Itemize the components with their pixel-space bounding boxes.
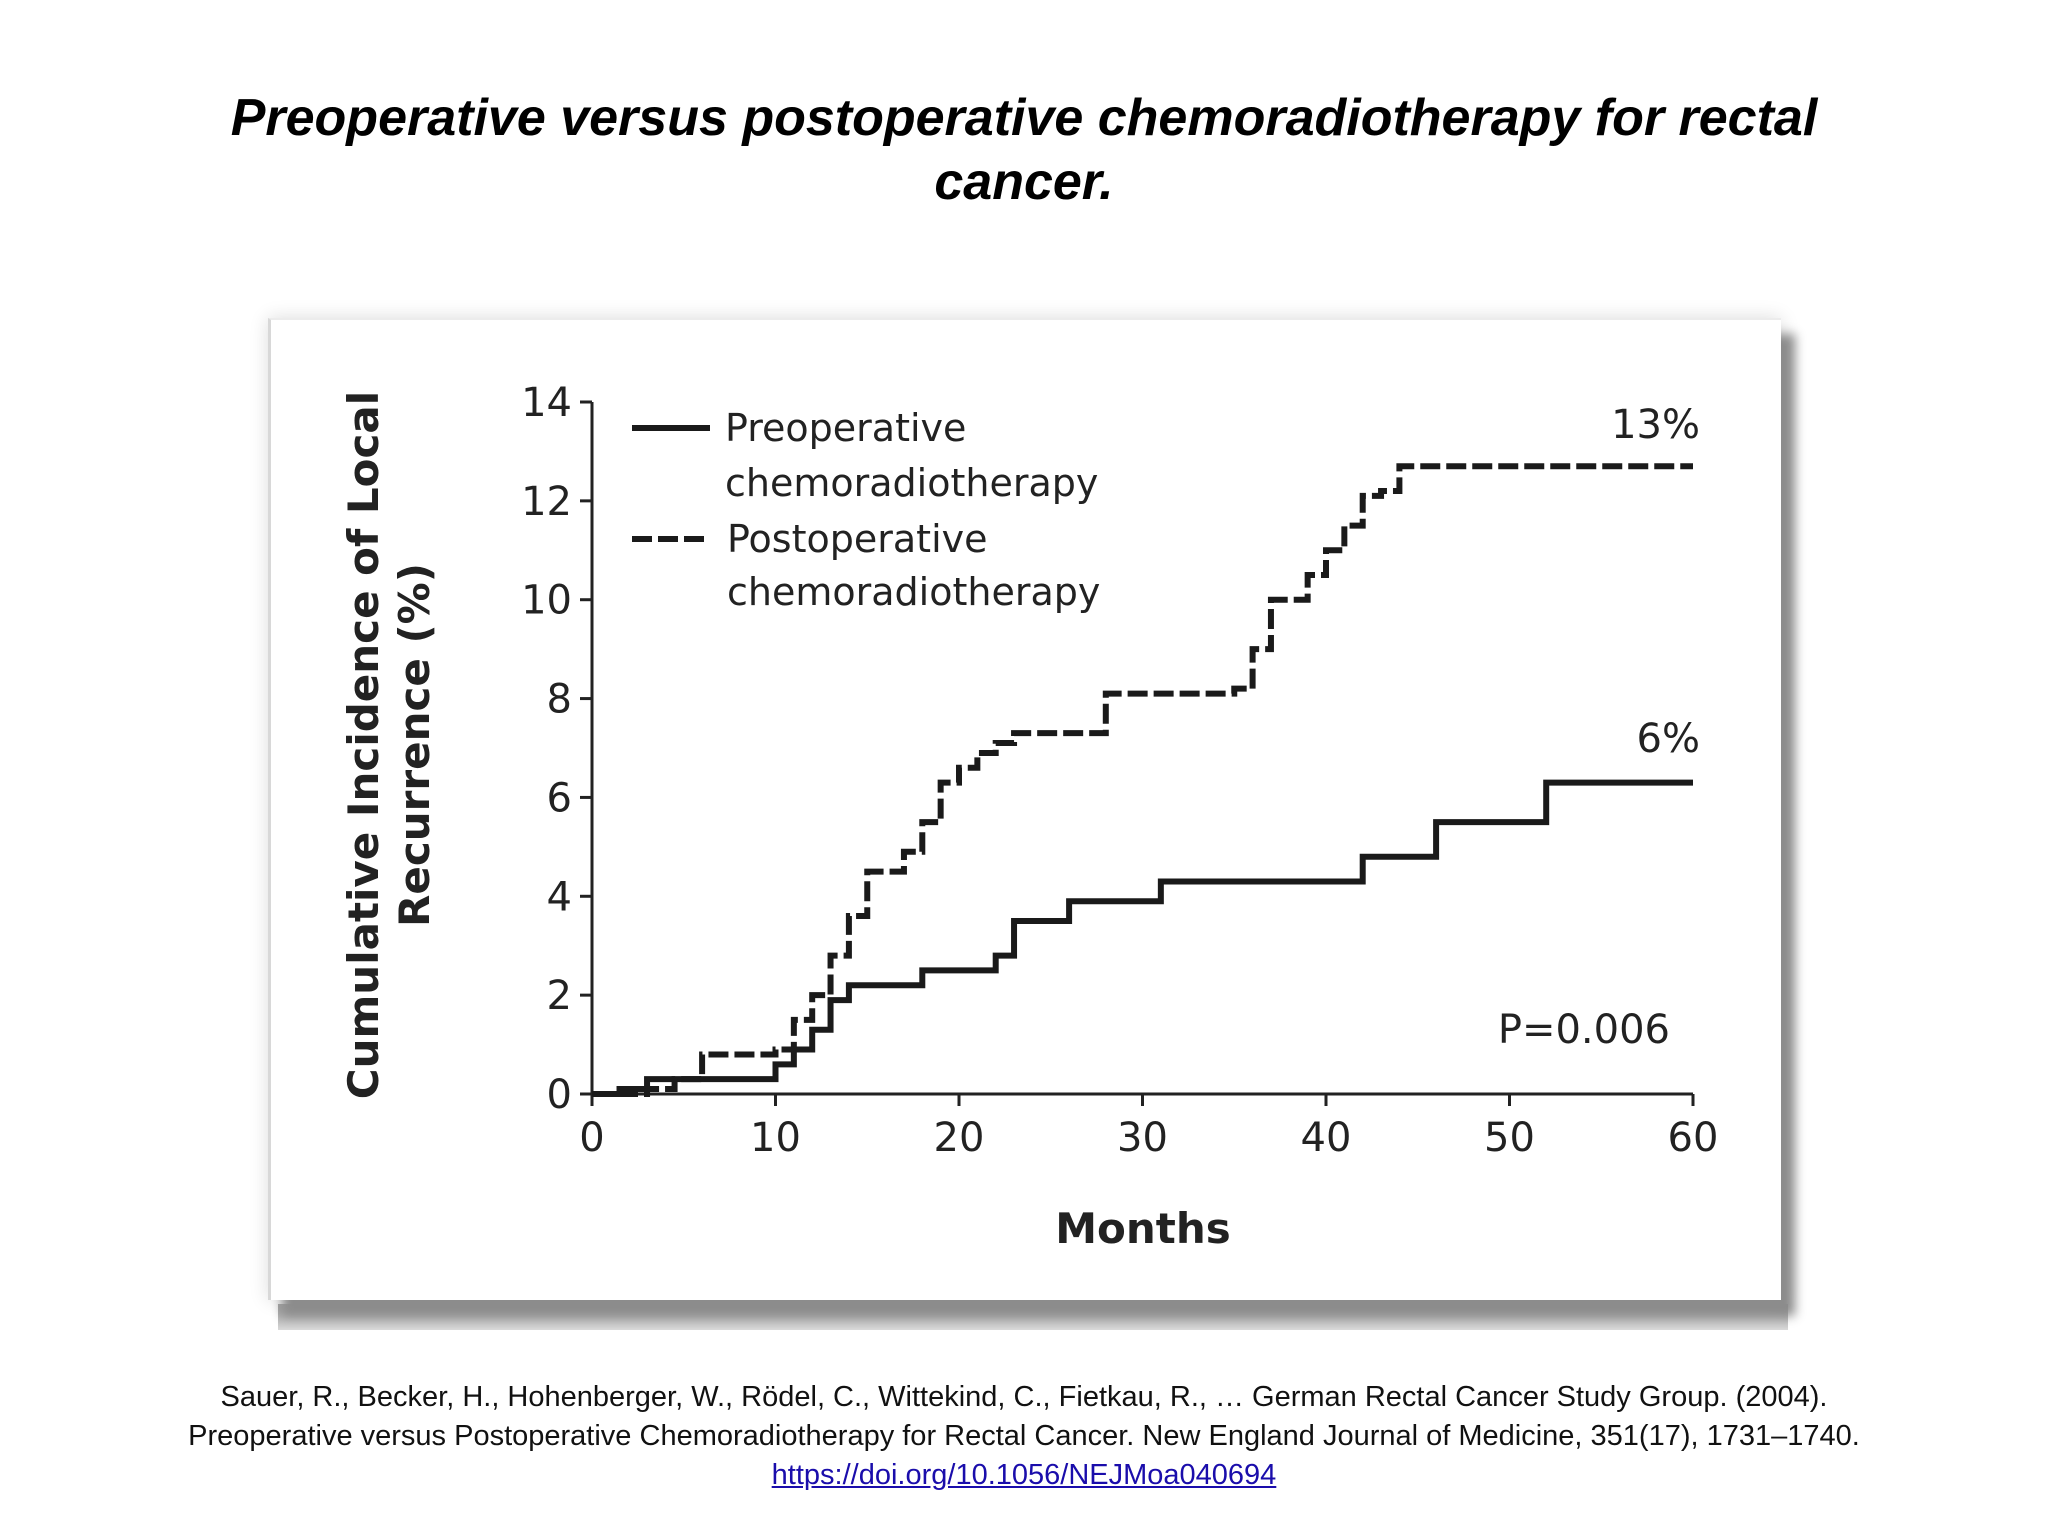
- series-line-preoperative: [592, 779, 1693, 1097]
- y-tick-label: 2: [547, 973, 572, 1019]
- doi-link[interactable]: https://doi.org/10.1056/NEJMoa040694: [771, 1459, 1277, 1491]
- x-tick-label: 20: [934, 1115, 985, 1161]
- x-axis-title: Months: [1055, 1204, 1231, 1253]
- citation: Sauer, R., Becker, H., Hohenberger, W., …: [30, 1378, 2018, 1495]
- x-tick-label: 0: [579, 1115, 604, 1161]
- y-axis-title-line1: Cumulative Incidence of Local: [339, 391, 388, 1099]
- chart-legend: Preoperative chemoradiotherapy Postopera…: [632, 406, 1100, 614]
- end-label-postoperative: 13%: [1611, 402, 1700, 448]
- figure-panel: [268, 318, 1781, 1300]
- y-tick-label: 4: [547, 874, 572, 920]
- slide-title: Preoperative versus postoperative chemor…: [150, 86, 1898, 214]
- y-tick-label: 8: [547, 677, 572, 723]
- citation-line-2: Preoperative versus Postoperative Chemor…: [188, 1420, 1860, 1452]
- y-axis-title-line2: Recurrence (%): [390, 563, 439, 927]
- legend-postoperative-line1: Postoperative: [727, 517, 988, 561]
- series-line-postoperative: [592, 463, 1693, 1097]
- figure-shadow-bar: [278, 1304, 1788, 1330]
- x-tick-label: 10: [750, 1115, 801, 1161]
- slide-title-line-1: Preoperative versus postoperative chemor…: [230, 89, 1818, 147]
- x-tick-label: 60: [1668, 1115, 1719, 1161]
- citation-line-1: Sauer, R., Becker, H., Hohenberger, W., …: [220, 1381, 1828, 1413]
- y-tick-label: 6: [547, 775, 572, 821]
- x-tick-label: 30: [1117, 1115, 1168, 1161]
- x-tick-label: 40: [1301, 1115, 1352, 1161]
- slide-title-line-2: cancer.: [934, 153, 1114, 211]
- y-tick-label: 14: [521, 380, 572, 426]
- end-label-preoperative: 6%: [1637, 716, 1700, 762]
- legend-postoperative-line2: chemoradiotherapy: [727, 570, 1100, 614]
- y-tick-label: 12: [521, 479, 572, 525]
- legend-preoperative-line1: Preoperative: [725, 406, 966, 450]
- y-tick-label: 10: [521, 578, 572, 624]
- p-value-annotation: P=0.006: [1498, 1007, 1670, 1053]
- chart-axes: 0 10 20 30 40 50 60 0 2 4 6 8 10 12 14: [521, 380, 1718, 1161]
- legend-preoperative-line2: chemoradiotherapy: [725, 461, 1098, 505]
- chart-series: [592, 463, 1693, 1097]
- y-axis-title: Cumulative Incidence of Local Recurrence…: [339, 391, 439, 1099]
- x-tick-label: 50: [1484, 1115, 1535, 1161]
- y-tick-label: 0: [547, 1072, 572, 1118]
